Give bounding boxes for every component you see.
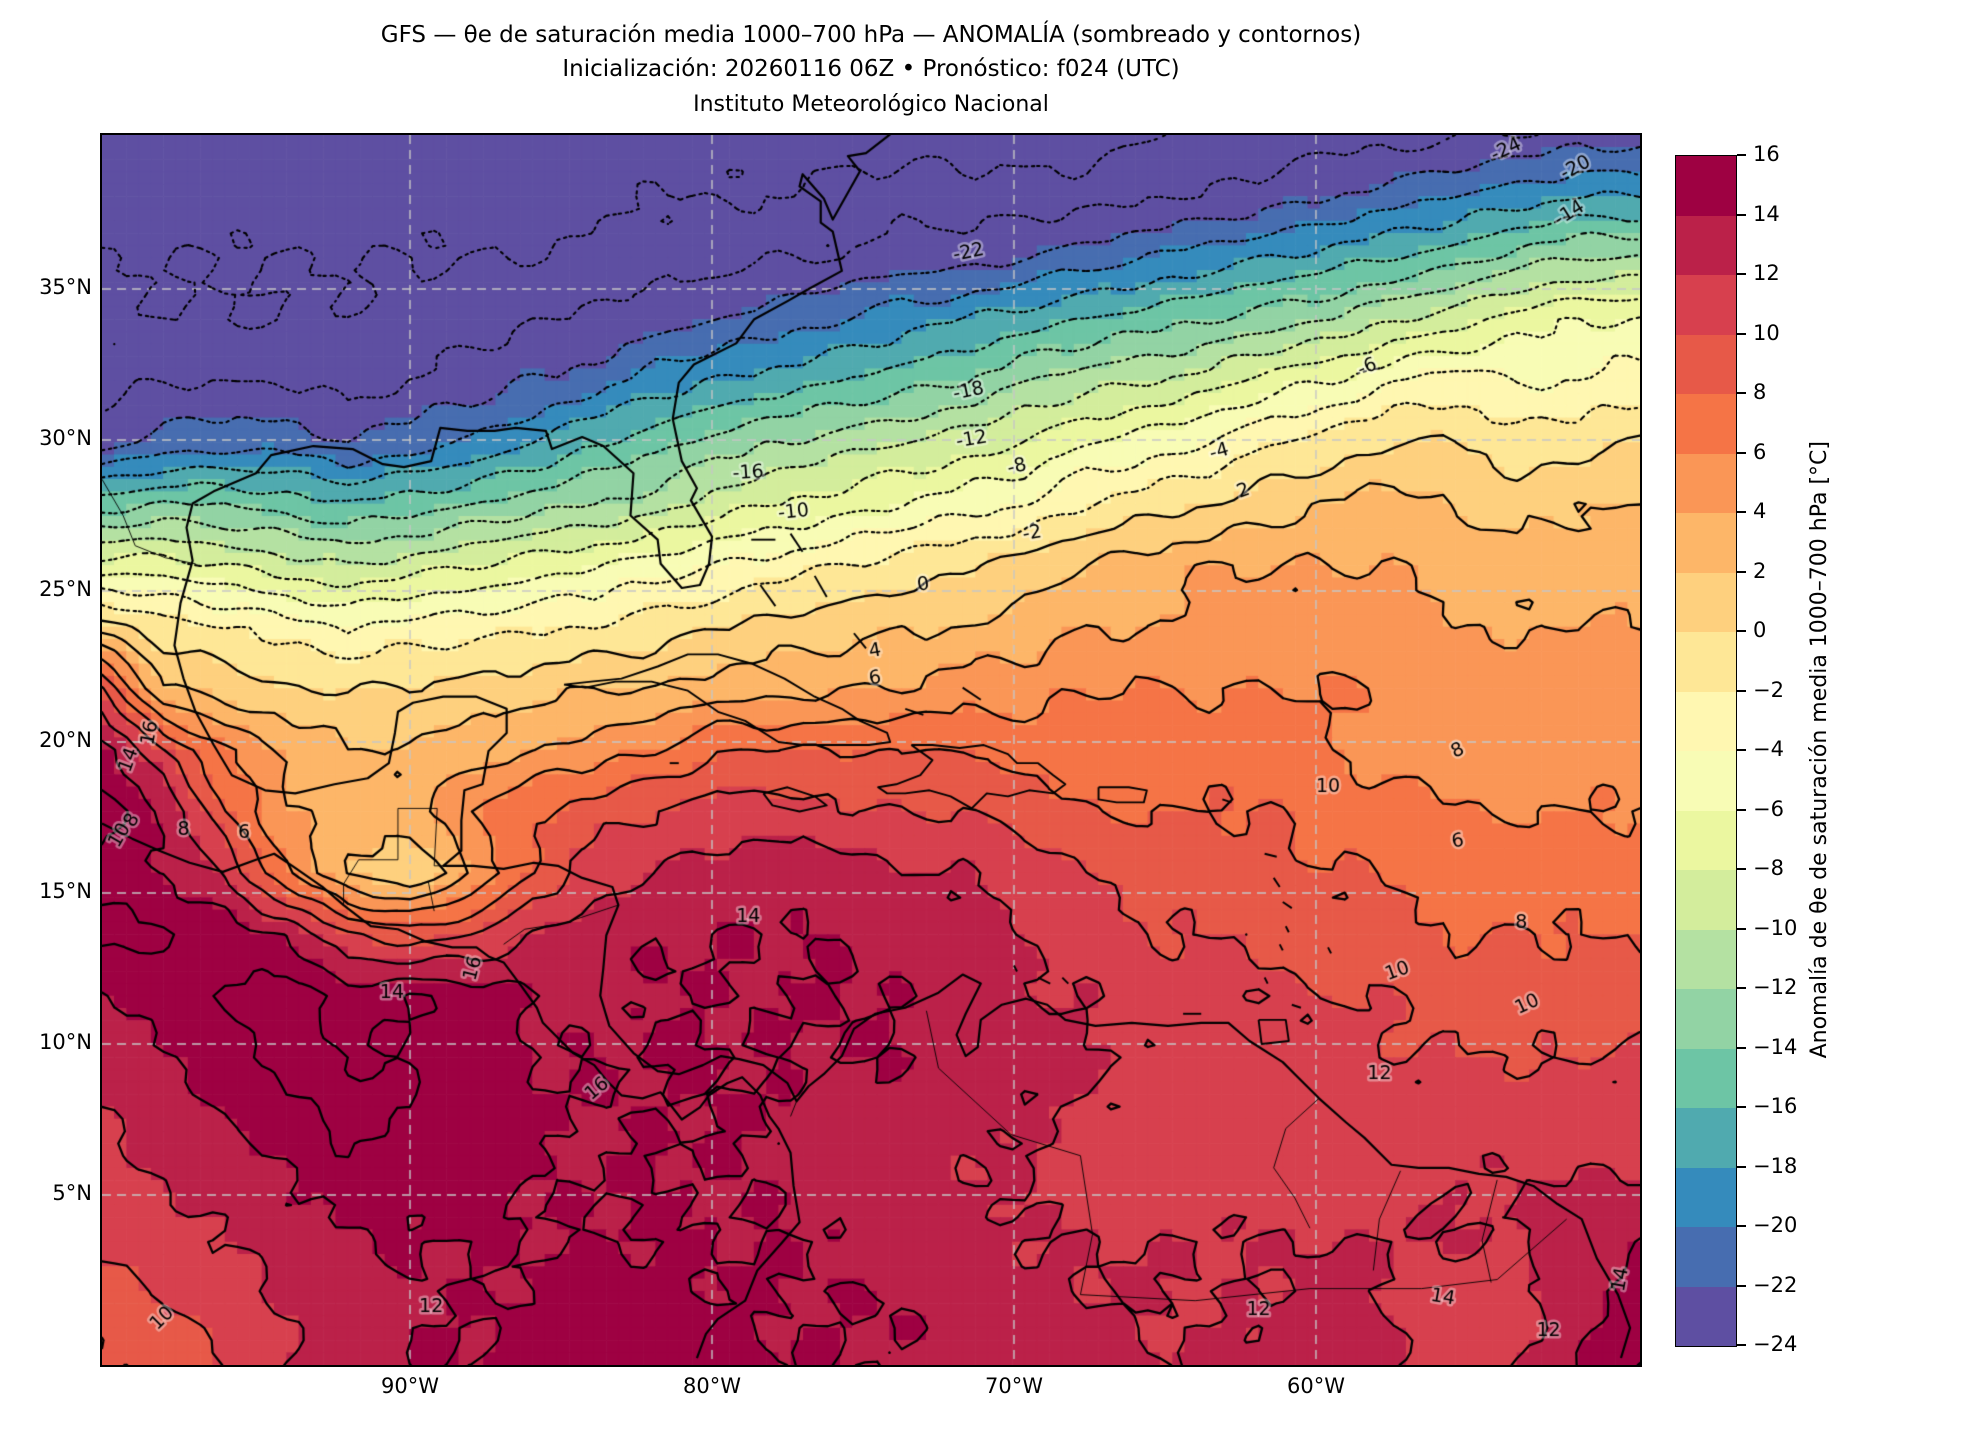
colorbar-tick-label: 4	[1753, 499, 1767, 523]
colorbar-tick-label: −4	[1753, 737, 1784, 761]
y-tick-10n: 10°N	[39, 1029, 92, 1054]
colorbar-tick-label: 10	[1753, 320, 1780, 345]
colorbar-segment	[1676, 1107, 1736, 1168]
colorbar-tick-label: −20	[1753, 1213, 1798, 1237]
colorbar-tick-label: −14	[1753, 1034, 1798, 1059]
x-tick-80w: 80°W	[683, 1374, 741, 1398]
y-tick-25n: 25°N	[39, 577, 92, 601]
colorbar-segment	[1676, 691, 1736, 751]
colorbar-tick-mark	[1737, 868, 1746, 870]
x-tick-90w: 90°W	[381, 1374, 440, 1398]
colorbar-tick-label: −24	[1753, 1332, 1798, 1356]
colorbar-tick-label: 16	[1753, 142, 1780, 166]
colorbar-tick-label: 12	[1753, 261, 1780, 285]
colorbar-label: Anomalía de θe de saturación media 1000–…	[1806, 441, 1832, 1059]
chart-subtitle-init-forecast: Inicialización: 20260116 06Z • Pronóstic…	[562, 56, 1180, 82]
colorbar-segment	[1676, 1286, 1736, 1346]
colorbar-segment	[1676, 631, 1736, 692]
colorbar-tick-label: −10	[1753, 915, 1798, 940]
colorbar-segment	[1676, 274, 1736, 335]
colorbar-tick-mark	[1737, 689, 1746, 692]
colorbar-tick-mark	[1737, 332, 1746, 335]
colorbar-tick-label: 6	[1753, 439, 1767, 464]
colorbar-segment	[1676, 750, 1736, 811]
colorbar-segment	[1676, 869, 1736, 930]
colorbar-tick-mark	[1737, 154, 1746, 156]
colorbar-tick-label: 14	[1753, 201, 1780, 226]
colorbar-tick-label: 2	[1753, 558, 1767, 583]
colorbar-tick-mark	[1737, 1165, 1746, 1168]
colorbar-tick-mark	[1737, 392, 1746, 394]
colorbar-tick-mark	[1737, 927, 1746, 930]
colorbar-segment	[1676, 810, 1736, 870]
x-tick-60w: 60°W	[1286, 1374, 1345, 1398]
colorbar	[1675, 155, 1737, 1347]
colorbar-tick-label: −18	[1753, 1153, 1798, 1178]
colorbar-segment	[1676, 1226, 1736, 1287]
colorbar-tick-label: −12	[1753, 975, 1798, 999]
colorbar-segment	[1676, 1167, 1736, 1227]
anomaly-map-canvas	[102, 135, 1640, 1365]
colorbar-tick-mark	[1737, 1225, 1746, 1227]
colorbar-tick-mark	[1737, 1344, 1746, 1346]
colorbar-tick-mark	[1737, 987, 1746, 989]
x-tick-70w: 70°W	[984, 1374, 1043, 1398]
colorbar-segment	[1676, 988, 1736, 1049]
colorbar-tick-label: −16	[1753, 1094, 1798, 1118]
colorbar-tick-label: −22	[1753, 1272, 1798, 1297]
chart-institution: Instituto Meteorológico Nacional	[693, 92, 1049, 117]
colorbar-segment	[1676, 929, 1736, 989]
y-tick-20n: 20°N	[39, 727, 92, 752]
colorbar-segment	[1676, 393, 1736, 454]
colorbar-tick-mark	[1737, 570, 1746, 573]
colorbar-segment	[1676, 453, 1736, 513]
colorbar-tick-label: 8	[1753, 380, 1767, 404]
colorbar-segment	[1676, 512, 1736, 573]
y-tick-5n: 5°N	[52, 1180, 92, 1205]
y-tick-30n: 30°N	[39, 426, 92, 450]
colorbar-tick-mark	[1737, 451, 1746, 454]
colorbar-tick-mark	[1737, 630, 1746, 632]
colorbar-tick-mark	[1737, 1284, 1746, 1287]
colorbar-tick-mark	[1737, 808, 1746, 811]
colorbar-tick-label: −6	[1753, 796, 1784, 821]
map-plot-area	[100, 133, 1642, 1367]
colorbar-tick-mark	[1737, 273, 1746, 275]
colorbar-segment	[1676, 572, 1736, 632]
colorbar-tick-mark	[1737, 1046, 1746, 1049]
colorbar-tick-mark	[1737, 511, 1746, 513]
chart-title: GFS — θe de saturación media 1000–700 hP…	[380, 22, 1362, 48]
colorbar-tick-label: −8	[1753, 856, 1784, 880]
colorbar-tick-label: −2	[1753, 677, 1784, 702]
y-tick-15n: 15°N	[39, 878, 92, 903]
colorbar-tick-mark	[1737, 213, 1746, 216]
colorbar-tick-mark	[1737, 1106, 1746, 1108]
colorbar-tick-mark	[1737, 749, 1746, 751]
colorbar-segment	[1676, 215, 1736, 275]
colorbar-tick-label: 0	[1753, 618, 1767, 642]
colorbar-segment	[1676, 155, 1736, 216]
y-tick-35n: 35°N	[39, 275, 92, 299]
colorbar-segment	[1676, 1048, 1736, 1108]
colorbar-segment	[1676, 334, 1736, 394]
